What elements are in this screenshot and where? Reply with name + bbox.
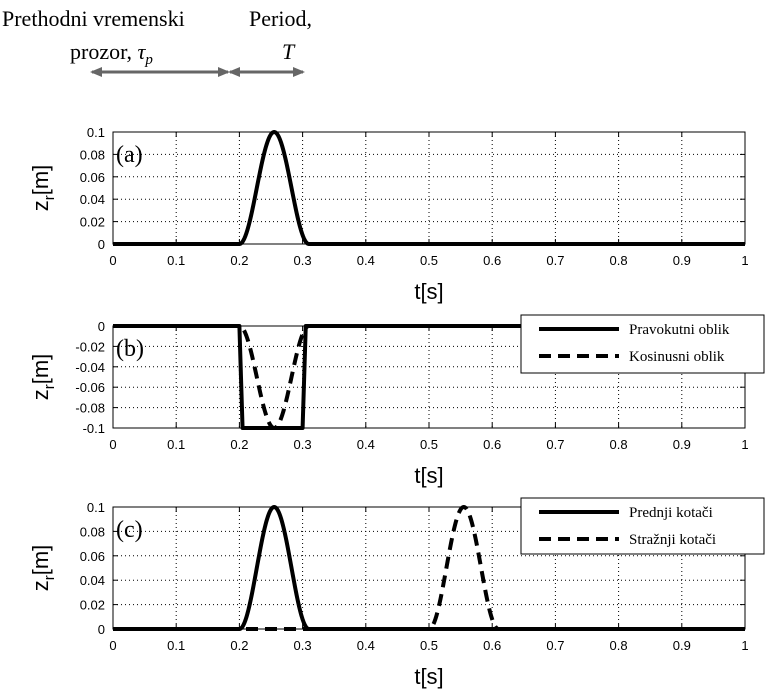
x-tick-label: 0.2: [230, 253, 248, 268]
chart-panel-1: 0 0.1 0.2 0.3 0.4 0.5 0.6 0.7 0.8 0.9 1 0 0.02 0.04 0.…: [28, 125, 749, 304]
x-tick-label: 0: [109, 638, 116, 653]
legend-box: [520, 497, 765, 555]
x-tick-label: 0.6: [483, 437, 501, 452]
y-axis-title: zr[m]: [28, 354, 58, 401]
x-tick-label: 0.9: [673, 437, 691, 452]
y-axis-title: zr[m]: [28, 165, 58, 212]
y-tick-label: 0.08: [80, 524, 105, 539]
y-axis-title: zr[m]: [28, 545, 58, 592]
y-axis-subscript: r: [41, 195, 58, 200]
panel-label: (c): [116, 517, 143, 543]
period-label-line1: Period,: [249, 6, 312, 31]
x-tick-label: 0.8: [610, 638, 628, 653]
x-tick-label: 1: [741, 638, 748, 653]
x-axis-title: t[s]: [414, 279, 443, 304]
x-tick-label: 0.5: [420, 638, 438, 653]
x-tick-label: 0.6: [483, 638, 501, 653]
legend-label: Pravokutni oblik: [629, 322, 730, 338]
x-tick-label: 0.9: [673, 253, 691, 268]
x-tick-label: 0.8: [610, 253, 628, 268]
x-tick-label: 0.6: [483, 253, 501, 268]
y-axis-subscript: r: [41, 384, 58, 389]
y-axis-symbol: z: [28, 580, 53, 591]
y-tick-label: -0.1: [83, 421, 105, 436]
y-tick-label: 0.1: [87, 500, 105, 515]
x-tick-label: 0.2: [230, 638, 248, 653]
y-axis-symbol: z: [28, 389, 53, 400]
x-axis-title: t[s]: [414, 463, 443, 488]
y-tick-label: 0: [98, 319, 105, 334]
x-tick-label: 0.1: [167, 638, 185, 653]
x-tick-label: 0.1: [167, 437, 185, 452]
x-tick-label: 0.5: [420, 437, 438, 452]
legend-label: Stražnji kotači: [629, 532, 716, 548]
x-tick-label: 0: [109, 253, 116, 268]
x-tick-label: 0.9: [673, 638, 691, 653]
series-line-2: [113, 324, 745, 430]
x-tick-label: 0.8: [610, 437, 628, 452]
y-tick-label: 0.04: [80, 192, 105, 207]
x-axis-title: t[s]: [414, 664, 443, 689]
y-axis-unit: [m]: [28, 354, 53, 385]
x-tick-label: 0.3: [294, 253, 312, 268]
y-axis-subscript: r: [41, 575, 58, 580]
y-axis-unit: [m]: [28, 165, 53, 196]
x-tick-label: 0.4: [357, 253, 375, 268]
period-label-line2: T: [282, 39, 296, 64]
y-axis-symbol: z: [28, 200, 53, 211]
y-tick-label: 0.04: [80, 573, 105, 588]
y-tick-label: 0.06: [80, 549, 105, 564]
x-tick-label: 0: [109, 437, 116, 452]
x-tick-label: 1: [741, 437, 748, 452]
window-label-line1: Prethodni vremenski: [2, 6, 185, 31]
x-tick-label: 0.4: [357, 638, 375, 653]
chart-panel-2: 0 0.1 0.2 0.3 0.4 0.5 0.6 0.7 0.8 0.9 1 0 -0.02 -0.04…: [28, 314, 765, 488]
series-line-2: [113, 505, 745, 631]
y-tick-label: 0.08: [80, 147, 105, 162]
x-tick-label: 0.5: [420, 253, 438, 268]
y-tick-label: 0: [98, 237, 105, 252]
chart-panel-3: 0 0.1 0.2 0.3 0.4 0.5 0.6 0.7 0.8 0.9 1 0 0.02 0.04 0.…: [28, 497, 765, 689]
x-tick-label: 0.3: [294, 638, 312, 653]
x-tick-label: 0.7: [546, 638, 564, 653]
y-tick-label: -0.06: [75, 380, 105, 395]
x-tick-label: 0.1: [167, 253, 185, 268]
series-line-1: [113, 505, 745, 631]
tau-symbol: τ: [138, 39, 147, 64]
y-tick-label: 0.02: [80, 598, 105, 613]
x-tick-label: 0.7: [546, 253, 564, 268]
tau-subscript: p: [144, 52, 153, 68]
x-tick-label: 0.7: [546, 437, 564, 452]
y-tick-label: 0.06: [80, 170, 105, 185]
x-tick-label: 0.4: [357, 437, 375, 452]
window-label-prefix: prozor,: [70, 39, 138, 64]
y-tick-label: -0.04: [75, 360, 105, 375]
chart-panels: 0 0.1 0.2 0.3 0.4 0.5 0.6 0.7 0.8 0.9 1 0 0.02 0.04 0.…: [28, 125, 765, 689]
panel-label: (a): [116, 142, 143, 168]
y-tick-label: 0.02: [80, 215, 105, 230]
panel-label: (b): [116, 336, 144, 362]
x-tick-label: 0.3: [294, 437, 312, 452]
legend-label: Prednji kotači: [629, 505, 713, 521]
series-line-1: [113, 130, 745, 246]
y-axis-unit: [m]: [28, 545, 53, 576]
y-tick-label: 0: [98, 622, 105, 637]
y-tick-label: -0.08: [75, 401, 105, 416]
x-tick-label: 0.2: [230, 437, 248, 452]
window-label-line2: prozor, τp: [70, 39, 153, 68]
legend-box: [520, 314, 765, 374]
legend-label: Kosinusni oblik: [629, 349, 725, 365]
y-tick-label: 0.1: [87, 125, 105, 140]
y-tick-label: -0.02: [75, 339, 105, 354]
x-tick-label: 1: [741, 253, 748, 268]
